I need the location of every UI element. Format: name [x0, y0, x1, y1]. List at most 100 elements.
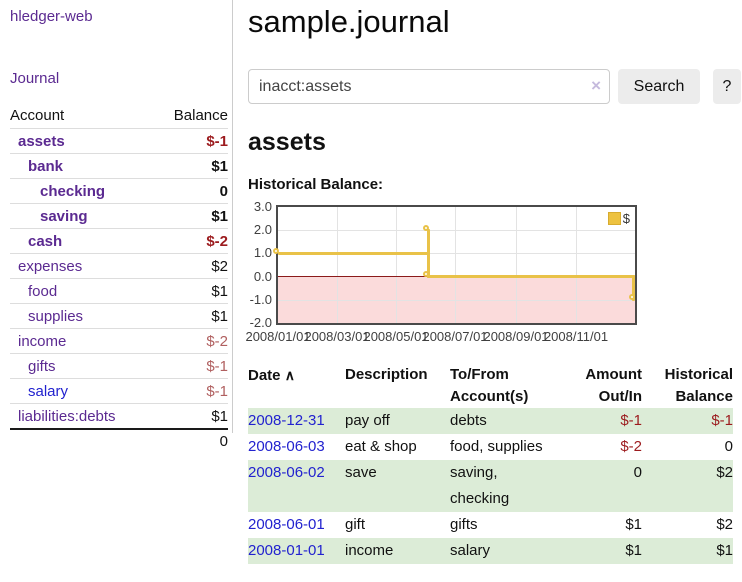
account-link-liabilities-debts[interactable]: liabilities:debts — [18, 407, 116, 425]
account-balance: $1 — [211, 157, 228, 175]
transaction-date-link[interactable]: 2008-06-02 — [248, 464, 325, 481]
transaction-accounts: debts — [450, 412, 487, 429]
chart-gridline — [337, 207, 338, 323]
account-row-gifts: gifts $-1 — [10, 353, 228, 378]
sidebar: hledger-web Journal Account Balance asse… — [0, 0, 233, 450]
account-row-saving: saving $1 — [10, 203, 228, 228]
transaction-row: 2008-12-31 pay off debts $-1 $-1 — [248, 408, 733, 434]
chart-gridline — [278, 300, 635, 301]
transaction-amount: $-1 — [620, 412, 642, 429]
transaction-description: eat & shop — [345, 438, 417, 455]
account-row-food: food $1 — [10, 278, 228, 303]
sidebar-item-journal[interactable]: Journal — [10, 70, 60, 87]
transaction-balance: $1 — [716, 542, 733, 559]
account-link-supplies[interactable]: supplies — [28, 307, 84, 325]
account-column-header: Account — [10, 107, 65, 124]
register-header-row: Date ∧ Description To/From Account(s) Am… — [248, 363, 733, 408]
chart-gridline — [278, 253, 635, 254]
legend-swatch-icon — [607, 212, 621, 225]
account-balance: $1 — [211, 307, 228, 325]
account-link-assets[interactable]: assets — [18, 132, 65, 150]
account-balance: $-2 — [206, 232, 228, 250]
transaction-date-link[interactable]: 2008-01-01 — [248, 542, 325, 559]
chart-line-segment — [427, 229, 430, 278]
transaction-row: 2008-06-02 save saving, checking 0 $2 — [248, 460, 733, 512]
transaction-date-link[interactable]: 2008-06-03 — [248, 438, 325, 455]
transaction-balance: $2 — [716, 464, 733, 481]
page-title: sample.journal — [248, 4, 450, 39]
transaction-description: gift — [345, 516, 366, 533]
transaction-description: save — [345, 464, 377, 481]
chart-data-point — [423, 225, 429, 231]
y-axis-tick: 0.0 — [253, 269, 272, 284]
transaction-row: 2008-06-03 eat & shop food, supplies $-2… — [248, 434, 733, 460]
x-axis-tick: 2008/03/01 — [304, 329, 370, 344]
main-content: sample.journal × Search ? assets Histori… — [245, 0, 742, 582]
transaction-amount: 0 — [633, 464, 642, 481]
transaction-balance: $2 — [716, 516, 733, 533]
x-axis-tick: 2008/11/01 — [543, 329, 609, 344]
description-column-header: Description — [345, 366, 428, 383]
account-link-expenses[interactable]: expenses — [18, 257, 83, 275]
accounts-total-row: 0 — [10, 428, 228, 453]
help-button[interactable]: ? — [713, 69, 741, 104]
account-balance: $2 — [211, 257, 228, 275]
y-axis-tick: -1.0 — [249, 292, 272, 307]
account-balance: $1 — [211, 407, 228, 425]
chart-gridline — [455, 207, 456, 323]
transaction-description: pay off — [345, 412, 390, 429]
account-link-bank[interactable]: bank — [28, 157, 64, 175]
historical-balance-chart: 3.0 2.0 1.0 0.0 -1.0 -2.0 — [245, 199, 668, 347]
chart-legend: $ — [607, 211, 630, 226]
chart-gridline — [396, 207, 397, 323]
account-balance: $1 — [211, 207, 228, 225]
account-link-cash[interactable]: cash — [28, 232, 63, 250]
account-table-header: Account Balance — [10, 103, 228, 128]
y-axis-tick: 3.0 — [253, 199, 272, 214]
transaction-accounts: gifts — [450, 516, 478, 533]
account-row-bank: bank $1 — [10, 153, 228, 178]
y-axis-tick: -2.0 — [249, 315, 272, 330]
chart-line-segment — [278, 252, 430, 255]
chart-line-segment — [427, 275, 635, 278]
transaction-date-link[interactable]: 2008-06-01 — [248, 516, 325, 533]
balance-column-header: Balance — [173, 107, 228, 124]
search-bar: × Search ? — [248, 69, 742, 104]
account-balance: $-1 — [206, 132, 228, 150]
account-link-food[interactable]: food — [28, 282, 58, 300]
account-link-gifts[interactable]: gifts — [28, 357, 56, 375]
x-axis-tick: 2008/01/01 — [245, 329, 311, 344]
balance-column-header: Historical Balance — [664, 366, 733, 405]
search-input[interactable] — [248, 69, 610, 104]
account-row-salary: salary $-1 — [10, 378, 228, 403]
account-row-income: income $-2 — [10, 328, 228, 353]
register-table: Date ∧ Description To/From Account(s) Am… — [248, 363, 733, 564]
app-title-link[interactable]: hledger-web — [10, 8, 93, 25]
transaction-date-link[interactable]: 2008-12-31 — [248, 412, 325, 429]
transaction-row: 2008-01-01 income salary $1 $1 — [248, 538, 733, 564]
sort-ascending-icon: ∧ — [284, 367, 295, 383]
account-link-checking[interactable]: checking — [40, 182, 106, 200]
account-link-salary[interactable]: salary — [28, 382, 69, 400]
account-column-header: To/From Account(s) — [450, 366, 529, 405]
legend-label: $ — [622, 211, 630, 226]
account-balance: $-1 — [206, 382, 228, 400]
y-axis-tick: 1.0 — [253, 245, 272, 260]
transaction-amount: $1 — [625, 516, 642, 533]
clear-search-icon[interactable]: × — [591, 76, 601, 95]
chart-heading: Historical Balance: — [248, 176, 384, 193]
amount-column-header: Amount Out/In — [585, 366, 642, 405]
account-heading: assets — [248, 128, 326, 156]
account-link-saving[interactable]: saving — [40, 207, 88, 225]
transaction-description: income — [345, 542, 394, 559]
search-button[interactable]: Search — [618, 69, 700, 104]
date-column-header[interactable]: Date ∧ — [248, 363, 345, 408]
account-balance: $-2 — [206, 332, 228, 350]
y-axis-tick: 2.0 — [253, 222, 272, 237]
account-link-income[interactable]: income — [18, 332, 67, 350]
account-row-cash: cash $-2 — [10, 228, 228, 253]
chart-data-point — [629, 294, 635, 300]
transaction-balance: $-1 — [711, 412, 733, 429]
chart-data-point — [273, 248, 279, 254]
transaction-accounts: food, supplies — [450, 438, 543, 455]
